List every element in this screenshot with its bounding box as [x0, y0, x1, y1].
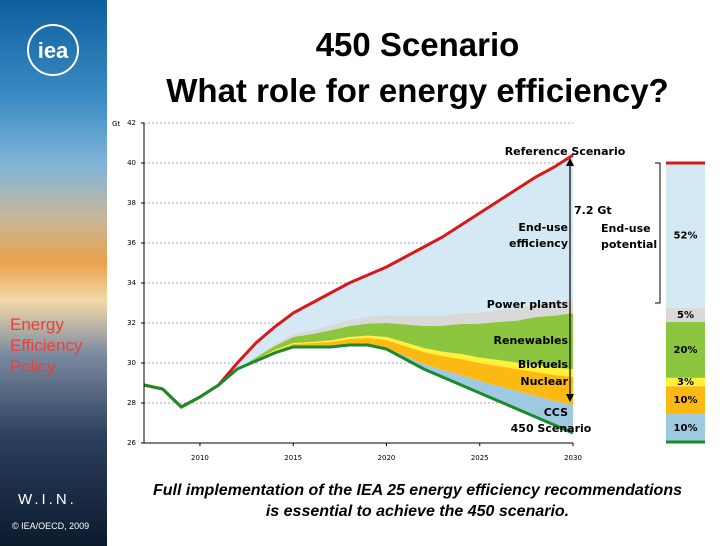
series-label: Nuclear: [520, 375, 568, 388]
area: [144, 313, 573, 407]
y-axis-label: Gt: [112, 120, 120, 128]
title-line: 450 Scenario: [315, 26, 520, 63]
caption-line: Full implementation of the IEA 25 energy…: [152, 482, 682, 499]
y-tick-label: 28: [127, 399, 136, 407]
x-tick-label: 2015: [284, 454, 302, 462]
y-tick-label: 40: [127, 159, 136, 167]
area: [144, 155, 573, 407]
x-tick-label: 2030: [564, 454, 582, 462]
share-label: 10%: [674, 395, 698, 406]
share-segment: [666, 377, 705, 387]
x-tick-label: 2025: [471, 454, 489, 462]
share-segment: [666, 322, 705, 378]
y-tick-label: 38: [127, 199, 136, 207]
logo: iea: [27, 24, 79, 76]
copyright: © IEA/OECD, 2009: [12, 521, 90, 531]
sidebar-mark: W.I.N.: [18, 491, 77, 508]
series-label: End-use efficiency: [509, 221, 568, 250]
sidebar: iea Energy Efficiency Policy W.I.N. © IE…: [0, 0, 107, 546]
annotation: End-use potential: [601, 222, 657, 251]
caption: Full implementation of the IEA 25 energy…: [107, 480, 728, 522]
slide-title: 450 Scenario What role for energy effici…: [107, 22, 728, 114]
area: [144, 345, 573, 433]
share-segment: [666, 414, 705, 442]
annotation: 7.2 Gt: [574, 204, 612, 217]
share-label: 3%: [677, 377, 694, 388]
share-segment: [666, 163, 705, 309]
brace: [655, 162, 661, 304]
line-label: Reference Scenario: [505, 145, 626, 158]
title-line: What role for energy efficiency?: [166, 72, 669, 109]
line: [143, 343, 574, 435]
share-label: 5%: [677, 310, 694, 321]
y-tick-label: 36: [127, 239, 136, 247]
share-label: 10%: [674, 423, 698, 434]
share-label: 52%: [674, 231, 698, 242]
share-segment: [666, 386, 705, 415]
line-label: 450 Scenario: [511, 422, 592, 435]
share-segment: [666, 308, 705, 323]
sidebar-title: Energy Efficiency Policy: [10, 315, 83, 376]
caption-line: is essential to achieve the 450 scenario…: [265, 503, 570, 520]
y-tick-label: 34: [127, 279, 136, 287]
x-tick-label: 2010: [191, 454, 209, 462]
y-tick-label: 30: [127, 359, 136, 367]
area: [144, 299, 573, 407]
y-tick-label: 32: [127, 319, 136, 327]
area: [144, 338, 573, 407]
share-label: 20%: [674, 345, 698, 356]
series-label: Biofuels: [518, 358, 569, 371]
y-tick-label: 26: [127, 439, 136, 447]
x-tick-label: 2020: [378, 454, 396, 462]
series-label: Power plants: [487, 298, 569, 311]
y-tick-label: 42: [127, 119, 136, 127]
series-label: CCS: [544, 406, 568, 419]
series-label: Renewables: [494, 334, 569, 347]
